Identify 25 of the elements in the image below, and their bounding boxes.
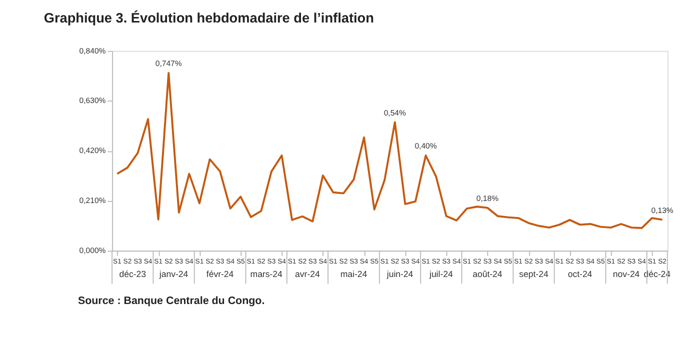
source-note: Source : Banque Centrale du Congo. — [78, 295, 265, 308]
data-label: 0,747% — [155, 59, 182, 68]
data-label: 0,18% — [476, 194, 499, 203]
text: févr-24 — [206, 268, 234, 279]
y-tick-label: 0,210% — [79, 196, 106, 206]
data-label: 0,13% — [651, 206, 674, 215]
text: mars-24 — [250, 268, 282, 279]
y-tick-label: 0,630% — [79, 96, 106, 106]
text: juil-24 — [428, 268, 453, 279]
y-tick-label: 0,840% — [79, 46, 106, 56]
y-tick-label: 0,000% — [79, 246, 106, 256]
text: nov-24 — [612, 268, 640, 279]
data-label: 0,40% — [414, 142, 437, 151]
y-tick-label: 0,420% — [79, 146, 106, 156]
text: avr-24 — [295, 268, 320, 279]
text: juin-24 — [386, 268, 414, 279]
text: déc-24 — [644, 268, 671, 279]
text: oct-24 — [568, 268, 592, 279]
text: déc-23 — [119, 268, 146, 279]
text: mai-24 — [340, 268, 368, 279]
chart-title: Graphique 3. Évolution hebdomadaire de l’inflation — [44, 10, 374, 26]
text: août-24 — [472, 268, 502, 279]
text: janv-24 — [158, 268, 188, 279]
text: sept-24 — [519, 268, 548, 279]
data-label: 0,54% — [384, 108, 406, 118]
